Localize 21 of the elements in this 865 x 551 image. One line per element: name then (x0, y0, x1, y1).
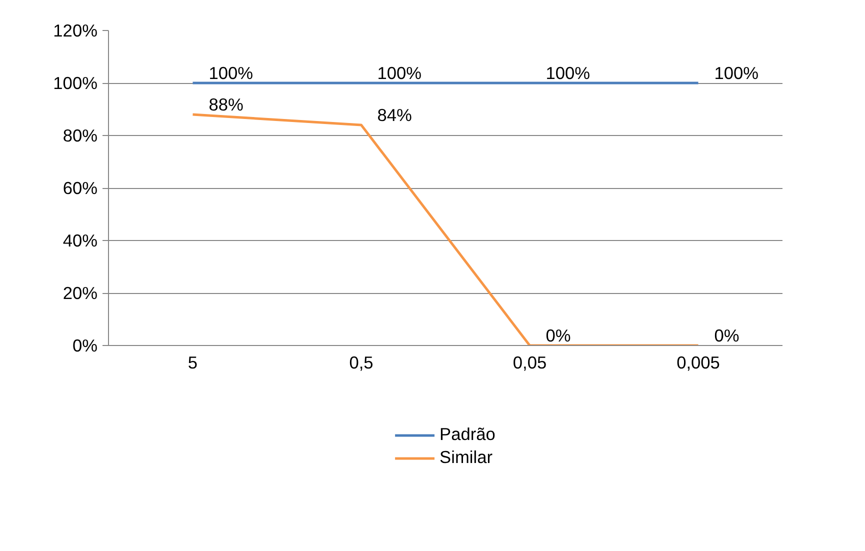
data-label: 88% (208, 94, 244, 114)
data-label: 0% (714, 326, 740, 346)
data-label: 84% (377, 105, 412, 125)
x-tick-label: 0,5 (349, 352, 374, 372)
y-tick-label: 40% (62, 230, 98, 250)
y-tick-label: 0% (72, 336, 98, 356)
y-tick-label: 120% (53, 20, 98, 40)
data-label: 100% (208, 63, 254, 83)
y-tick-label: 80% (62, 126, 98, 146)
data-label: 100% (714, 63, 759, 83)
y-tick-label: 20% (62, 283, 98, 303)
data-label: 100% (377, 63, 422, 83)
y-tick-label: 100% (53, 73, 98, 93)
x-tick-label: 0,05 (512, 352, 547, 372)
legend-label: Similar (440, 447, 493, 468)
data-label: 0% (546, 326, 571, 346)
x-tick-label: 0,005 (676, 352, 720, 372)
legend-label: Padrão (440, 424, 496, 445)
y-tick-label: 60% (62, 178, 98, 198)
data-label: 100% (546, 63, 590, 83)
x-tick-label: 5 (188, 352, 198, 372)
